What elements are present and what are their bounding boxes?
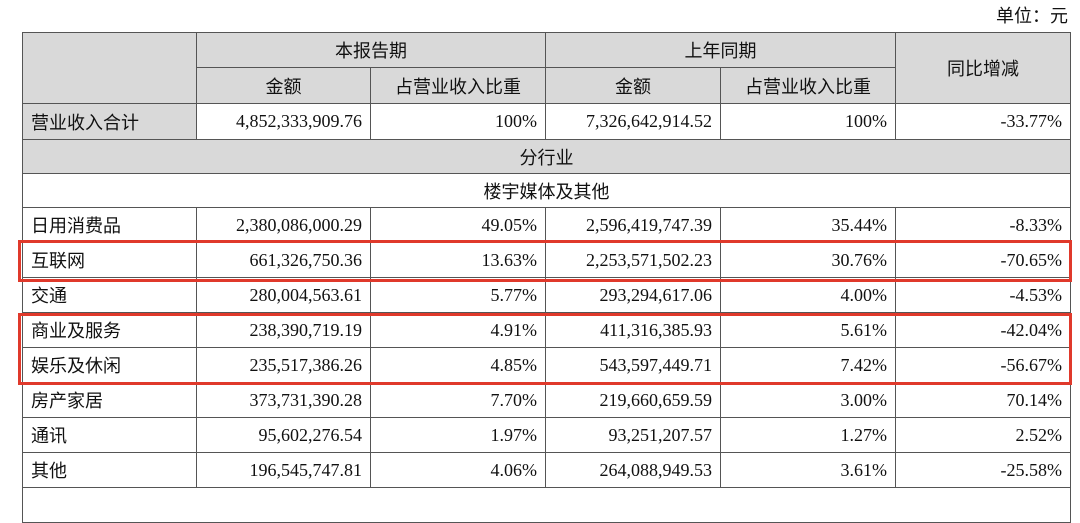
cell: 7,326,642,914.52 [545,103,721,140]
table-row: 互联网 661,326,750.36 13.63% 2,253,571,502.23 3… [22,242,1071,278]
row-label: 日用消费品 [22,207,197,243]
revenue-table: 本报告期 上年同期 同比增减 金额 占营业收入比重 金额 占营业收入比重 营业收… [22,32,1071,523]
cell: 4,852,333,909.76 [196,103,371,140]
cell: 100% [720,103,896,140]
cell: 293,294,617.06 [545,277,721,313]
cell: 2,380,086,000.29 [196,207,371,243]
cell: 35.44% [720,207,896,243]
header-cell [22,32,197,104]
cell: 264,088,949.53 [545,452,721,488]
cell: 373,731,390.28 [196,382,371,418]
cell: 49.05% [370,207,546,243]
cell: 4.06% [370,452,546,488]
cell: 2,596,419,747.39 [545,207,721,243]
header-cell: 金额 [545,67,721,104]
header-cell: 占营业收入比重 [370,67,546,104]
cell: 1.27% [720,417,896,453]
cell: 2,253,571,502.23 [545,242,721,278]
header-cell: 金额 [196,67,371,104]
cell: 196,545,747.81 [196,452,371,488]
highlight-box [18,313,1072,385]
row-label: 营业收入合计 [22,103,197,140]
cell: 1.97% [370,417,546,453]
cell: 100% [370,103,546,140]
table-row: 日用消费品 2,380,086,000.29 49.05% 2,596,419,747… [22,207,1071,243]
cell: -25.58% [895,452,1071,488]
row-label: 通讯 [22,417,197,453]
group-row: 楼宇媒体及其他 [22,173,1071,208]
header-cell: 占营业收入比重 [720,67,896,104]
cell: 3.00% [720,382,896,418]
cell: 5.77% [370,277,546,313]
cell: -8.33% [895,207,1071,243]
cell: 93,251,207.57 [545,417,721,453]
cell: 7.70% [370,382,546,418]
table-row: 其他 196,545,747.81 4.06% 264,088,949.53 3.61%… [22,452,1071,488]
header-cell: 上年同期 [545,32,896,68]
cell: 13.63% [370,242,546,278]
cell: -4.53% [895,277,1071,313]
cell: 661,326,750.36 [196,242,371,278]
cell: -70.65% [895,242,1071,278]
cell: 543,597,449.71 [545,347,721,383]
cell: 4.00% [720,277,896,313]
cell: -33.77% [895,103,1071,140]
highlight-box [18,240,1072,282]
cell: 235,517,386.26 [196,347,371,383]
cell: 70.14% [895,382,1071,418]
section-row: 分行业 [22,139,1071,174]
table-row [22,487,1071,523]
cell: 2.52% [895,417,1071,453]
row-label: 互联网 [22,242,197,278]
table-row: 交通 280,004,563.61 5.77% 293,294,617.06 4.00%… [22,277,1071,313]
cell [22,487,1071,523]
cell: 219,660,659.59 [545,382,721,418]
header-cell: 同比增减 [895,32,1071,104]
cell: 280,004,563.61 [196,277,371,313]
cell: 95,602,276.54 [196,417,371,453]
row-label: 房产家居 [22,382,197,418]
cell: -56.67% [895,347,1071,383]
header-cell: 本报告期 [196,32,546,68]
page: 单位：元 本报告期 上年同期 同比增减 金额 占营业收入比重 金额 占营业收入比… [18,6,1072,523]
table-row: 娱乐及休闲 235,517,386.26 4.85% 543,597,449.71 7.… [22,347,1071,383]
cell: 3.61% [720,452,896,488]
table-row: 通讯 95,602,276.54 1.97% 93,251,207.57 1.27% 2.… [22,417,1071,453]
table-row: 房产家居 373,731,390.28 7.70% 219,660,659.59 3.0… [22,382,1071,418]
cell: 30.76% [720,242,896,278]
row-label: 其他 [22,452,197,488]
row-label: 交通 [22,277,197,313]
unit-label: 单位：元 [996,6,1068,26]
cell: -42.04% [895,312,1071,348]
cell: 238,390,719.19 [196,312,371,348]
